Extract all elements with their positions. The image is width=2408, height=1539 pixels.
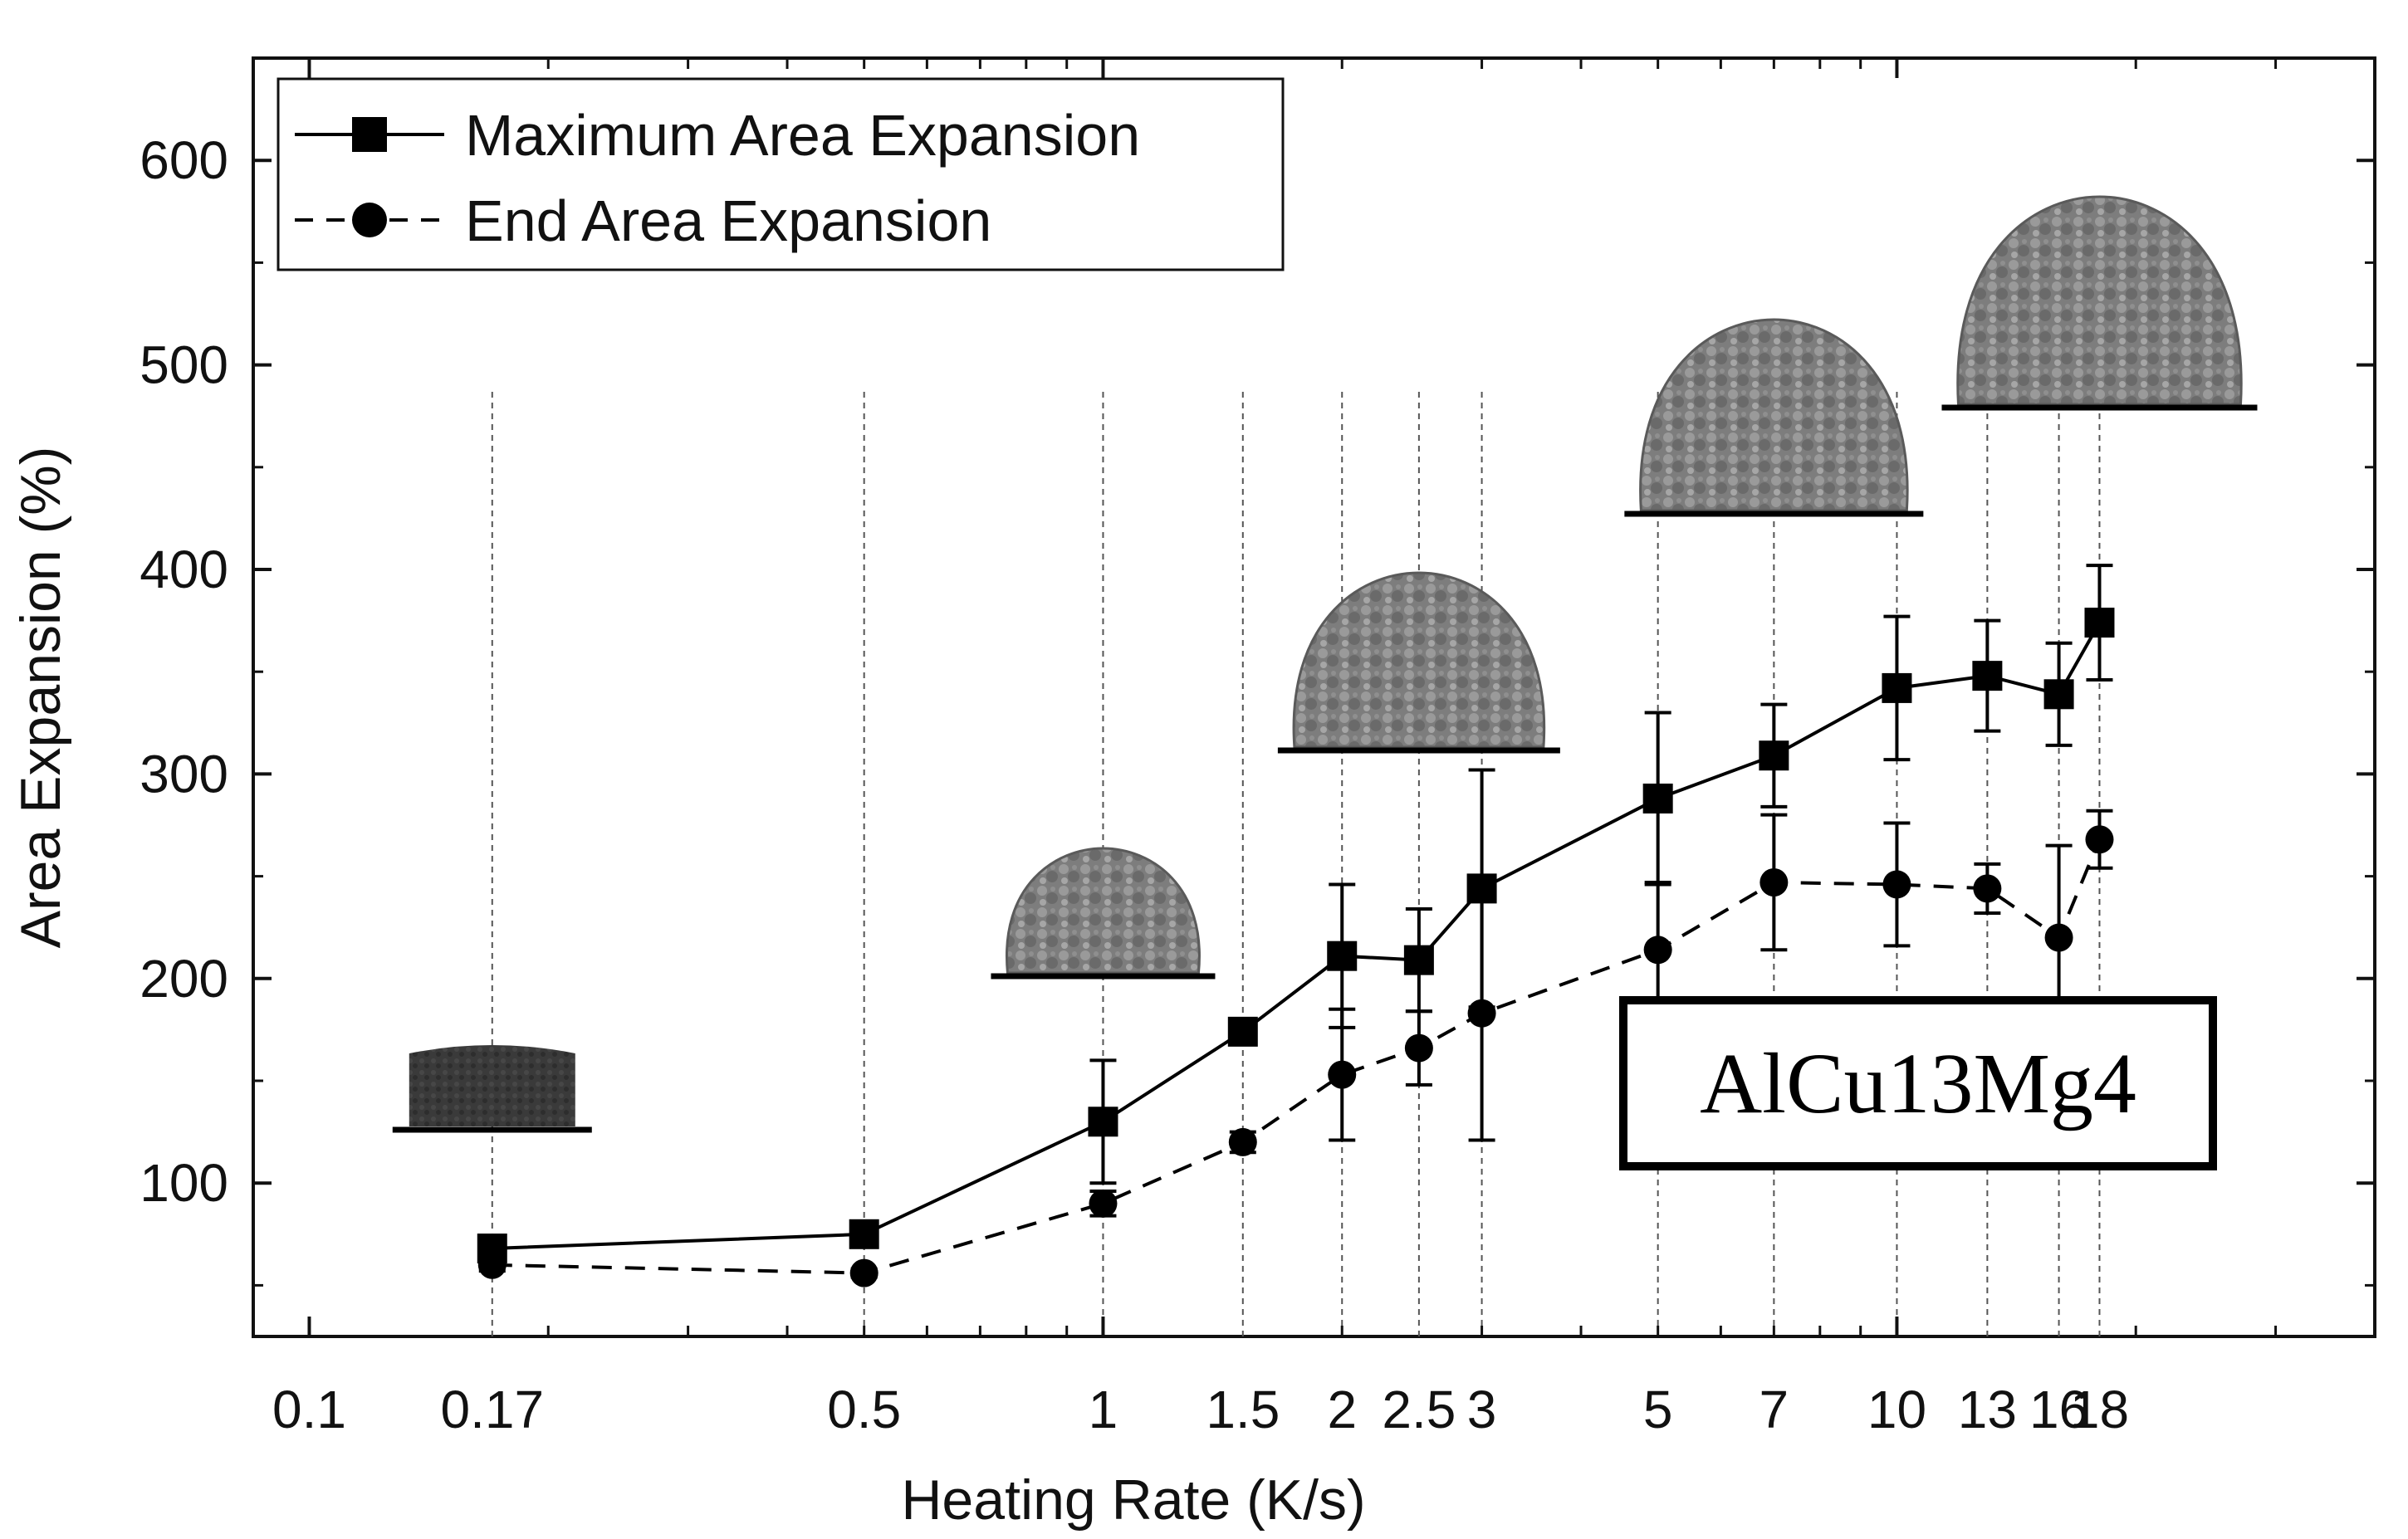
circle-marker <box>2085 825 2114 854</box>
x-tick-label: 1 <box>1089 1380 1118 1439</box>
x-tick-label: 2 <box>1327 1380 1357 1439</box>
data-markers <box>477 608 2115 1287</box>
foam-sample <box>1639 318 1909 512</box>
y-tick-label: 300 <box>139 744 228 804</box>
y-tick-label: 400 <box>139 540 228 599</box>
x-axis-title: Heating Rate (K/s) <box>901 1468 1365 1532</box>
x-tick-label: 18 <box>2070 1380 2129 1439</box>
legend-label-maximum: Maximum Area Expansion <box>465 103 1140 168</box>
square-marker <box>1642 783 1673 813</box>
alloy-label-box: AlCu13Mg4 <box>1619 996 2217 1170</box>
foam-sample <box>1292 571 1546 749</box>
x-tick-label: 7 <box>1760 1380 1789 1439</box>
x-tick-label: 0.1 <box>272 1380 346 1439</box>
foam-sample <box>1005 847 1201 975</box>
circle-marker <box>1328 1060 1357 1089</box>
circle-marker <box>849 1258 879 1287</box>
y-axis-title: Area Expansion (%) <box>9 447 72 949</box>
circle-marker <box>1882 870 1911 899</box>
circle-marker <box>2044 923 2073 952</box>
alloy-label: AlCu13Mg4 <box>1700 1036 2136 1131</box>
x-tick-label: 5 <box>1643 1380 1673 1439</box>
circle-marker <box>1973 874 2002 903</box>
sample-images <box>392 195 2258 1133</box>
y-axis-tick-labels: 100 200 300 400 500 600 <box>139 130 228 1213</box>
legend-label-end: End Area Expansion <box>465 188 991 253</box>
x-tick-label: 3 <box>1467 1380 1497 1439</box>
x-tick-label: 0.5 <box>827 1380 901 1439</box>
square-marker <box>1759 740 1789 771</box>
sample-image <box>392 1045 592 1133</box>
y-tick-label: 100 <box>139 1153 228 1213</box>
x-tick-label: 16 <box>2029 1380 2088 1439</box>
y-tick-label: 200 <box>139 949 228 1009</box>
sample-image <box>1624 318 1924 517</box>
x-tick-label: 0.17 <box>440 1380 544 1439</box>
x-tick-label: 13 <box>1958 1380 2017 1439</box>
y-tick-label: 600 <box>139 130 228 190</box>
circle-marker <box>477 1250 507 1279</box>
guide-lines <box>491 390 2101 1336</box>
square-marker <box>1882 672 1912 703</box>
plot-frame <box>252 56 2376 1338</box>
circle-marker <box>1404 1033 1433 1063</box>
sample-image <box>1941 195 2258 411</box>
legend: Maximum Area Expansion End Area Expansio… <box>277 77 1285 271</box>
square-marker <box>1403 945 1434 975</box>
x-tick-label: 1.5 <box>1206 1380 1280 1439</box>
foam-sample <box>409 1045 575 1126</box>
square-marker <box>1227 1016 1258 1047</box>
square-marker <box>2084 608 2115 638</box>
square-marker <box>2043 679 2074 710</box>
circle-marker <box>1467 999 1496 1028</box>
square-marker <box>1466 873 1497 904</box>
axis-ticks <box>253 58 2375 1336</box>
square-marker <box>849 1219 879 1249</box>
sample-image <box>991 847 1216 980</box>
circle-marker <box>1643 936 1672 965</box>
x-tick-label: 10 <box>1867 1380 1926 1439</box>
circle-marker <box>1089 1189 1118 1218</box>
circle-marker <box>1760 867 1789 897</box>
x-tick-label: 2.5 <box>1382 1380 1456 1439</box>
y-tick-label: 500 <box>139 335 228 395</box>
circle-marker <box>1228 1127 1257 1156</box>
square-marker <box>1972 661 2003 691</box>
sample-image <box>1277 571 1560 754</box>
square-marker <box>1088 1107 1118 1137</box>
foam-sample <box>1956 195 2243 406</box>
square-marker <box>1327 940 1358 971</box>
